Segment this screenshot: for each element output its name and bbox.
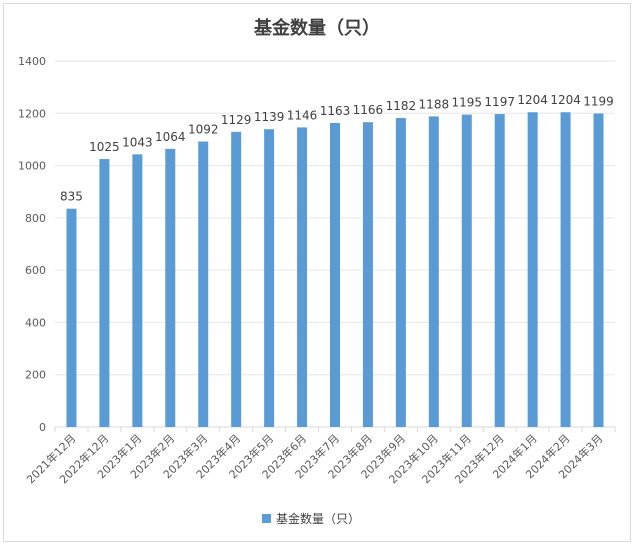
y-tick-label: 0 [39, 421, 46, 434]
bar [461, 114, 472, 427]
bar [264, 129, 275, 428]
data-label: 1139 [254, 110, 285, 124]
y-tick-label: 1200 [18, 107, 46, 120]
data-label: 1199 [583, 95, 614, 109]
y-tick-label: 1000 [18, 160, 46, 173]
bar [297, 127, 308, 427]
data-label: 1043 [122, 135, 153, 149]
y-tick-label: 600 [25, 264, 46, 277]
data-label: 1146 [287, 108, 318, 122]
y-tick-label: 400 [25, 316, 46, 329]
bar [395, 117, 406, 428]
data-label: 1025 [89, 140, 120, 154]
bar [527, 112, 538, 428]
bar [560, 112, 571, 428]
data-label: 1064 [155, 130, 186, 144]
bar [593, 113, 604, 427]
legend-swatch [262, 514, 271, 523]
data-label: 1204 [517, 93, 548, 107]
bar [66, 208, 77, 427]
bar [362, 122, 373, 427]
y-tick-label: 800 [25, 212, 46, 225]
data-label: 1166 [353, 103, 384, 117]
bar [132, 154, 143, 427]
data-label: 1204 [550, 93, 581, 107]
data-label: 1163 [320, 104, 351, 118]
y-tick-label: 200 [25, 369, 46, 382]
data-label: 1195 [451, 96, 482, 110]
legend: 基金数量（只） [262, 511, 360, 526]
data-label: 1197 [484, 95, 515, 109]
data-label: 1188 [419, 97, 450, 111]
bar [99, 159, 110, 428]
chart-title: 基金数量（只） [253, 17, 380, 39]
bar [330, 122, 340, 428]
data-label: 1182 [386, 99, 417, 113]
data-label: 1129 [221, 113, 252, 127]
bar [165, 148, 176, 427]
legend-label: 基金数量（只） [276, 511, 360, 526]
data-label: 835 [60, 190, 83, 204]
bar [231, 131, 242, 427]
bar [428, 116, 439, 428]
data-label: 1092 [188, 123, 219, 137]
bar [198, 141, 209, 427]
y-tick-label: 1400 [18, 55, 46, 68]
bar [494, 114, 505, 427]
